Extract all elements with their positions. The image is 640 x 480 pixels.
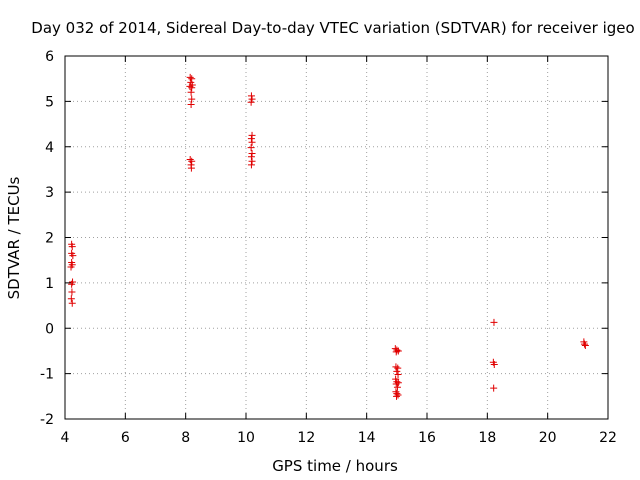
data-point: [393, 367, 401, 375]
data-point: [186, 155, 194, 163]
data-point: [581, 341, 589, 349]
grid: [65, 56, 608, 419]
y-tick-label: 3: [45, 185, 54, 201]
data-point: [394, 371, 402, 379]
data-point: [186, 82, 194, 90]
data-point: [68, 243, 76, 251]
data-point: [67, 295, 75, 303]
data-point: [68, 299, 76, 307]
data-point: [68, 280, 76, 288]
y-axis-label: SDTVAR / TECUs: [5, 176, 23, 299]
x-axis-label: GPS time / hours: [272, 457, 398, 475]
data-point: [393, 392, 401, 400]
data-point: [187, 164, 195, 172]
x-tick-label: 12: [297, 430, 315, 446]
data-point: [490, 318, 498, 326]
data-point: [187, 88, 195, 96]
y-tick-label: 6: [45, 49, 54, 65]
data-point: [394, 364, 402, 372]
data-point: [247, 135, 255, 143]
chart-title: Day 032 of 2014, Sidereal Day-to-day VTE…: [31, 19, 634, 37]
data-point: [393, 383, 401, 391]
y-tick-label: -1: [40, 367, 54, 383]
y-tick-label: 2: [45, 231, 54, 247]
data-point: [394, 391, 402, 399]
data-point: [392, 363, 400, 371]
x-tick-label: 10: [237, 430, 255, 446]
y-tick-label: 5: [45, 94, 54, 110]
x-tick-label: 4: [61, 430, 70, 446]
data-point: [247, 161, 255, 169]
data-point: [580, 340, 588, 348]
data-point: [188, 84, 196, 92]
data-points: [67, 73, 589, 400]
data-point: [188, 75, 196, 83]
data-point: [247, 98, 255, 106]
x-tick-label: 6: [121, 430, 130, 446]
data-point: [69, 252, 77, 260]
x-tick-label: 14: [358, 430, 376, 446]
data-point: [188, 157, 196, 165]
data-point: [247, 153, 255, 161]
data-point: [490, 361, 498, 369]
data-point: [248, 157, 256, 165]
data-point: [68, 288, 76, 296]
data-point: [188, 95, 196, 103]
data-point: [248, 138, 256, 146]
plot-frame: [64, 55, 609, 420]
data-point: [248, 95, 256, 103]
data-point: [247, 92, 255, 100]
data-point: [392, 380, 400, 388]
data-point: [247, 144, 255, 152]
y-tick-label: 1: [45, 276, 54, 292]
x-axis-tick-labels: 4 6 8 10 12 14 16 18 20 22: [61, 430, 617, 446]
x-tick-label: 22: [599, 430, 617, 446]
data-point: [490, 384, 498, 392]
x-tick-label: 20: [539, 430, 557, 446]
data-point: [248, 131, 256, 139]
data-point: [392, 348, 400, 356]
data-point: [248, 150, 256, 158]
x-tick-label: 16: [418, 430, 436, 446]
y-axis-tick-labels: 6 5 4 3 2 1 0 -1 -2: [40, 49, 54, 428]
x-tick-label: 18: [478, 430, 496, 446]
data-point: [393, 346, 401, 354]
data-point: [187, 101, 195, 109]
y-tick-label: 0: [45, 321, 54, 337]
y-tick-label: 4: [45, 140, 54, 156]
data-point: [67, 263, 75, 271]
x-tick-label: 8: [181, 430, 190, 446]
data-point: [186, 73, 194, 81]
axis-ticks: [64, 55, 609, 420]
y-tick-label: -2: [40, 412, 54, 428]
